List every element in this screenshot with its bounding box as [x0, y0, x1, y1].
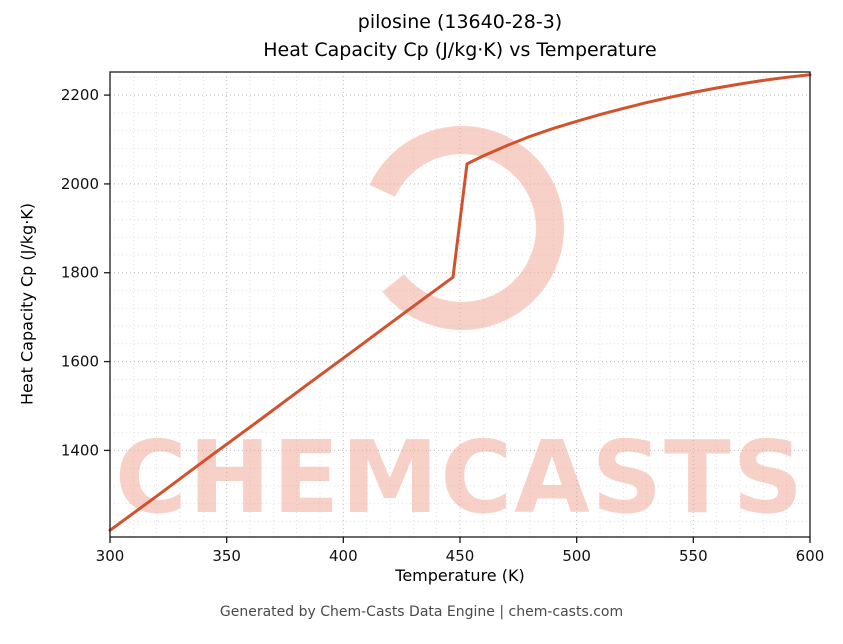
- x-tick-label: 400: [329, 547, 358, 565]
- y-tick-label: 1400: [61, 441, 99, 459]
- line-series: [108, 73, 812, 532]
- y-axis-label: Heat Capacity Cp (J/kg·K): [17, 202, 37, 406]
- chart-title: pilosine (13640-28-3) Heat Capacity Cp (…: [110, 8, 810, 64]
- y-tick-label: 1800: [61, 264, 99, 282]
- y-tick-label: 2200: [61, 86, 99, 104]
- x-tick-label: 600: [796, 547, 825, 565]
- tick-labels: 300 350 400 450 500 550 600 1400 1600 1800 2000 220…: [61, 86, 825, 565]
- footer-attribution: Generated by Chem-Casts Data Engine | ch…: [219, 604, 624, 620]
- y-tick-label: 2000: [61, 175, 99, 193]
- plot-frame: [104, 71, 811, 543]
- x-tick-label: 350: [212, 547, 241, 565]
- watermark-text: CHEMCASTS: [115, 419, 805, 536]
- watermark-logo-icon: [360, 126, 564, 330]
- y-tick-label: 1600: [61, 353, 99, 371]
- watermark: CHEMCASTS: [115, 126, 805, 536]
- x-axis-label: Temperature (K): [395, 566, 525, 585]
- chart-title-line1: pilosine (13640-28-3): [357, 11, 563, 33]
- x-tick-label: 300: [96, 547, 125, 565]
- chart-title-line2: Heat Capacity Cp (J/kg·K) vs Temperature: [263, 39, 657, 61]
- x-tick-label: 550: [679, 547, 708, 565]
- x-tick-label: 450: [446, 547, 475, 565]
- x-tick-label: 500: [562, 547, 591, 565]
